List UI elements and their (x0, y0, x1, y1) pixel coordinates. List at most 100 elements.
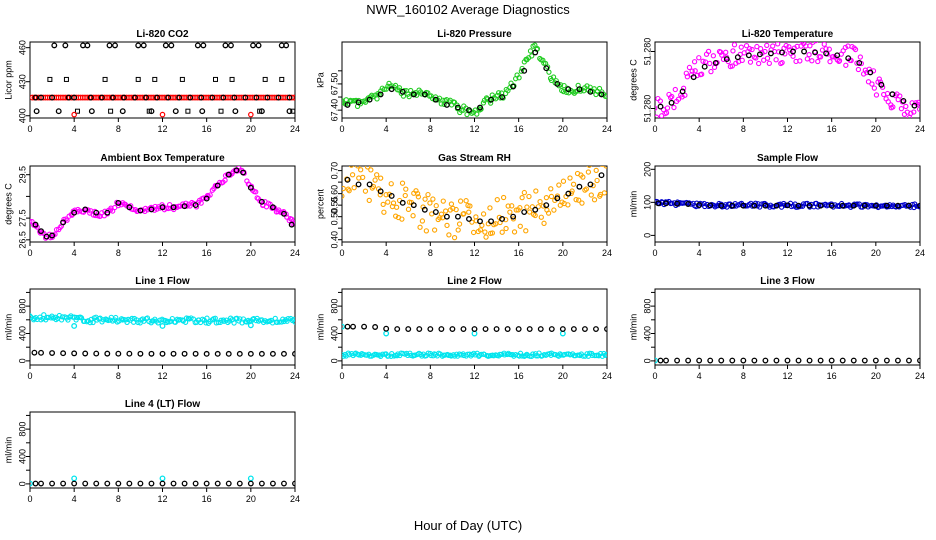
x-tick-label: 12 (469, 248, 479, 258)
plot-frame (341, 41, 608, 119)
y-tick-label: 67.40 (329, 99, 339, 122)
x-tick-label: 16 (202, 248, 212, 258)
data-point (431, 227, 438, 233)
data-point (415, 194, 422, 200)
data-point (784, 202, 791, 209)
data-point (843, 202, 849, 209)
x-tick-label: 24 (915, 371, 925, 381)
data-point (696, 55, 702, 61)
data-point (526, 326, 533, 333)
data-point (489, 230, 496, 236)
data-point (723, 49, 729, 55)
panel-4: Ambient Box Temperature 0 4 8 12 16 20 24 26.5 27… (3, 153, 300, 258)
data-point (806, 357, 813, 364)
data-point (545, 210, 552, 216)
data-point (148, 480, 155, 487)
data-point (494, 92, 501, 99)
data-point (126, 480, 133, 487)
data-point (128, 203, 134, 209)
data-point (258, 108, 265, 115)
data-point (284, 318, 290, 324)
data-point (100, 317, 107, 323)
data-point (705, 48, 712, 55)
data-point (464, 111, 470, 118)
data-point (701, 63, 708, 70)
data-point (710, 53, 717, 59)
x-tick-label: 16 (827, 124, 837, 134)
x-tick-label: 20 (558, 248, 568, 258)
data-point (88, 108, 95, 115)
data-point (381, 209, 387, 215)
y-tick-label: 200 (642, 162, 652, 177)
data-point (521, 209, 528, 216)
data-point (474, 111, 480, 117)
data-point (494, 197, 500, 203)
data-point (432, 209, 439, 216)
data-point (543, 65, 550, 72)
data-point (477, 104, 483, 111)
data-point (515, 326, 522, 333)
data-point (875, 79, 881, 85)
data-point (247, 322, 254, 329)
data-point (900, 97, 907, 104)
data-point (82, 350, 89, 357)
x-tick-label: 12 (782, 248, 792, 258)
data-point (800, 201, 807, 207)
data-point (701, 200, 707, 207)
data-point (278, 319, 285, 325)
data-point (115, 199, 122, 206)
y-tick-label: 67.50 (329, 73, 339, 96)
data-point (801, 48, 808, 55)
data-point (546, 69, 552, 75)
x-tick-label: 16 (514, 124, 524, 134)
data-point (258, 350, 265, 357)
data-point (240, 169, 247, 176)
data-point (82, 206, 89, 213)
data-point (573, 197, 579, 203)
data-point (478, 351, 484, 358)
data-point (483, 234, 489, 240)
data-point (897, 93, 903, 99)
data-point (388, 192, 395, 199)
data-point (427, 200, 433, 206)
y-tick-label: 800 (17, 422, 27, 437)
data-point (795, 357, 802, 364)
data-point (691, 59, 698, 65)
data-point (587, 88, 594, 95)
data-point (104, 480, 111, 487)
plot-data (655, 42, 920, 118)
data-point (500, 95, 506, 101)
data-point (766, 60, 772, 66)
data-point (41, 312, 47, 318)
y-tick-label: 400 (17, 326, 27, 341)
data-point (872, 202, 879, 209)
y-tick-label: 460 (17, 40, 27, 55)
data-point (375, 352, 381, 358)
data-point (730, 48, 736, 54)
data-point (480, 211, 487, 217)
data-point (102, 76, 108, 82)
data-point (740, 202, 747, 209)
data-point (245, 317, 251, 324)
data-point (342, 323, 345, 330)
data-point (538, 214, 544, 220)
x-tick-label: 16 (202, 371, 212, 381)
x-tick-label: 4 (384, 248, 389, 258)
x-axis-title: Hour of Day (UTC) (413, 518, 523, 533)
data-point (708, 68, 714, 75)
x-tick-label: 4 (72, 494, 77, 504)
data-point (558, 352, 564, 358)
data-point (815, 58, 821, 65)
data-point (63, 76, 69, 82)
data-point (527, 48, 534, 54)
data-point (583, 186, 590, 192)
data-point (461, 210, 467, 217)
data-point (745, 52, 752, 59)
panel-6: Sample Flow 0 4 8 12 16 20 24 0 100 200 ml/min (628, 153, 925, 258)
data-point (410, 91, 417, 98)
data-point (71, 350, 78, 357)
data-point (529, 53, 535, 59)
data-point (570, 326, 577, 333)
data-point (232, 108, 239, 115)
data-point (383, 330, 390, 337)
